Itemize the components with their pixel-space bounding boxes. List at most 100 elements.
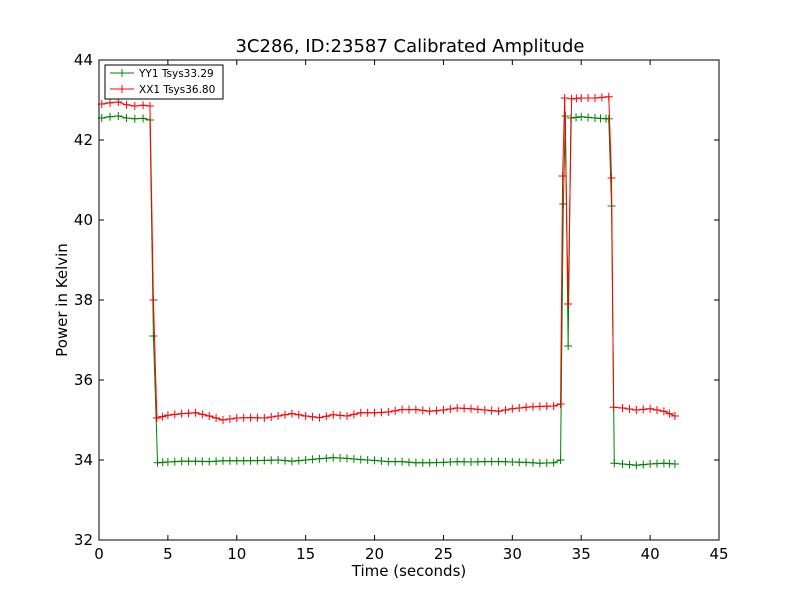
series-1-marker-26 (274, 412, 283, 420)
series-1-marker-14 (191, 408, 200, 417)
series-1-marker-38 (356, 408, 365, 417)
series-0-marker-65 (542, 459, 551, 467)
series-1-marker-85 (653, 406, 661, 414)
series-0-marker-19 (225, 456, 234, 465)
series-1-marker-83 (639, 405, 648, 414)
series-1-marker-43 (391, 406, 400, 415)
series-0-marker-1 (106, 112, 115, 121)
series-1-marker-62 (522, 403, 531, 412)
series-1-marker-12 (177, 409, 186, 418)
series-0-marker-37 (349, 455, 358, 463)
plot-area (99, 60, 719, 540)
x-tick-label: 10 (227, 545, 246, 563)
series-0-marker-32 (315, 454, 324, 463)
series-0-marker-59 (501, 457, 510, 466)
legend-marker-xx1 (118, 85, 126, 93)
series-0-marker-63 (529, 458, 537, 467)
series-0-marker-33 (322, 454, 331, 463)
series-1-marker-9 (158, 412, 167, 421)
series-0-marker-47 (418, 458, 427, 467)
y-tick-label: 42 (74, 131, 93, 149)
series-0-marker-70 (564, 342, 573, 350)
series-1-marker-70 (564, 300, 573, 308)
series-0-marker-18 (219, 456, 227, 465)
series-1-marker-3 (122, 100, 131, 109)
series-1-marker-55 (473, 405, 482, 414)
legend-box (104, 64, 224, 100)
series-0-marker-29 (294, 456, 303, 465)
series-0-marker-89 (670, 460, 679, 468)
series-0-marker-52 (453, 457, 462, 466)
series-0-marker-10 (163, 458, 172, 466)
series-1-marker-39 (363, 408, 372, 417)
series-1-marker-52 (453, 404, 462, 412)
legend-marker-yy1 (118, 69, 126, 77)
series-1-marker-61 (515, 404, 524, 412)
series-1-marker-33 (322, 412, 331, 421)
series-1-marker-21 (239, 413, 248, 422)
series-1-marker-15 (198, 410, 207, 419)
series-1-marker-17 (212, 414, 221, 422)
series-1-marker-77 (604, 92, 613, 101)
x-tick-label: 40 (641, 545, 660, 563)
series-1-marker-28 (287, 409, 296, 418)
series-0-marker-7 (149, 332, 158, 340)
series-0-marker-81 (618, 460, 627, 468)
series-0-marker-31 (308, 455, 317, 464)
series-1-marker-34 (329, 410, 338, 419)
series-1-marker-48 (425, 407, 434, 416)
series-0-marker-40 (370, 456, 379, 465)
series-0-marker-11 (170, 457, 179, 466)
series-1-marker-49 (432, 406, 441, 415)
y-axis-label: Power in Kelvin (53, 243, 71, 357)
legend-label-xx1: XX1 Tsys36.80 (139, 84, 215, 96)
series-0-marker-84 (639, 460, 648, 469)
series-1-marker-22 (246, 413, 255, 422)
legend-label-yy1: YY1 Tsys33.29 (138, 68, 214, 80)
series-1-marker-86 (659, 407, 668, 416)
series-1-marker-44 (398, 405, 407, 414)
series-0-marker-61 (515, 458, 524, 467)
series-0-marker-27 (281, 456, 289, 465)
series-0-marker-46 (411, 458, 420, 467)
series-0-marker-48 (425, 458, 434, 467)
series-0-marker-55 (473, 457, 482, 466)
y-tick-label: 34 (74, 451, 93, 469)
series-0-marker-86 (653, 459, 661, 468)
series-0-marker-62 (522, 458, 531, 467)
series-0-marker-22 (246, 456, 255, 465)
series-1-marker-50 (439, 406, 448, 414)
series-0-marker-16 (205, 457, 214, 466)
series-0-marker-73 (577, 112, 586, 121)
series-1-marker-4 (130, 102, 139, 110)
x-tick-label: 20 (365, 545, 384, 563)
series-1-marker-82 (632, 406, 641, 414)
x-tick-label: 25 (434, 545, 453, 563)
series-0-marker-41 (377, 457, 386, 465)
series-0-marker-23 (253, 456, 262, 465)
series-1-marker-81 (625, 405, 634, 413)
series-1-marker-23 (253, 413, 262, 422)
series-0-marker-85 (646, 460, 655, 468)
series-1-marker-32 (315, 413, 324, 422)
series-1-marker-84 (646, 404, 655, 413)
series-0-marker-13 (184, 457, 193, 466)
series-0-marker-51 (446, 458, 455, 466)
series-1-marker-76 (597, 93, 606, 102)
series-0-marker-54 (467, 458, 475, 466)
series-0-marker-30 (301, 456, 310, 464)
series-0-marker-44 (398, 457, 407, 466)
series-0-marker-78 (604, 114, 613, 123)
series-1-marker-5 (139, 101, 148, 110)
y-tick-label: 36 (74, 371, 93, 389)
series-0-marker-5 (139, 114, 148, 123)
series-1-marker-59 (501, 406, 510, 414)
series-0-marker-2 (114, 112, 123, 120)
x-tick-label: 30 (503, 545, 522, 563)
series-1-marker-66 (549, 402, 558, 410)
series-0-marker-35 (336, 454, 345, 462)
series-0-marker-26 (274, 456, 283, 464)
series-0-marker-24 (260, 456, 269, 465)
series-layer (97, 92, 679, 470)
